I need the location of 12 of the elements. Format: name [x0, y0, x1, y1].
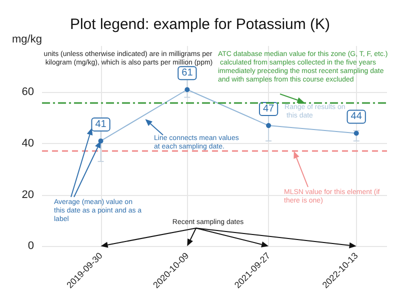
- y-axis-title: mg/kg: [12, 34, 42, 46]
- data-label: 61: [182, 68, 194, 79]
- y-tick-label: 40: [22, 138, 34, 150]
- chart-title: Plot legend: example for Potassium (K): [70, 16, 330, 33]
- data-label: 47: [262, 104, 275, 115]
- y-tick-label: 20: [22, 188, 34, 201]
- point: [266, 123, 272, 128]
- y-tick-label: 0: [28, 240, 34, 252]
- point: [184, 87, 190, 92]
- y-tick-label: 60: [22, 86, 34, 98]
- data-label: 44: [350, 111, 362, 122]
- data-label: 41: [95, 118, 107, 130]
